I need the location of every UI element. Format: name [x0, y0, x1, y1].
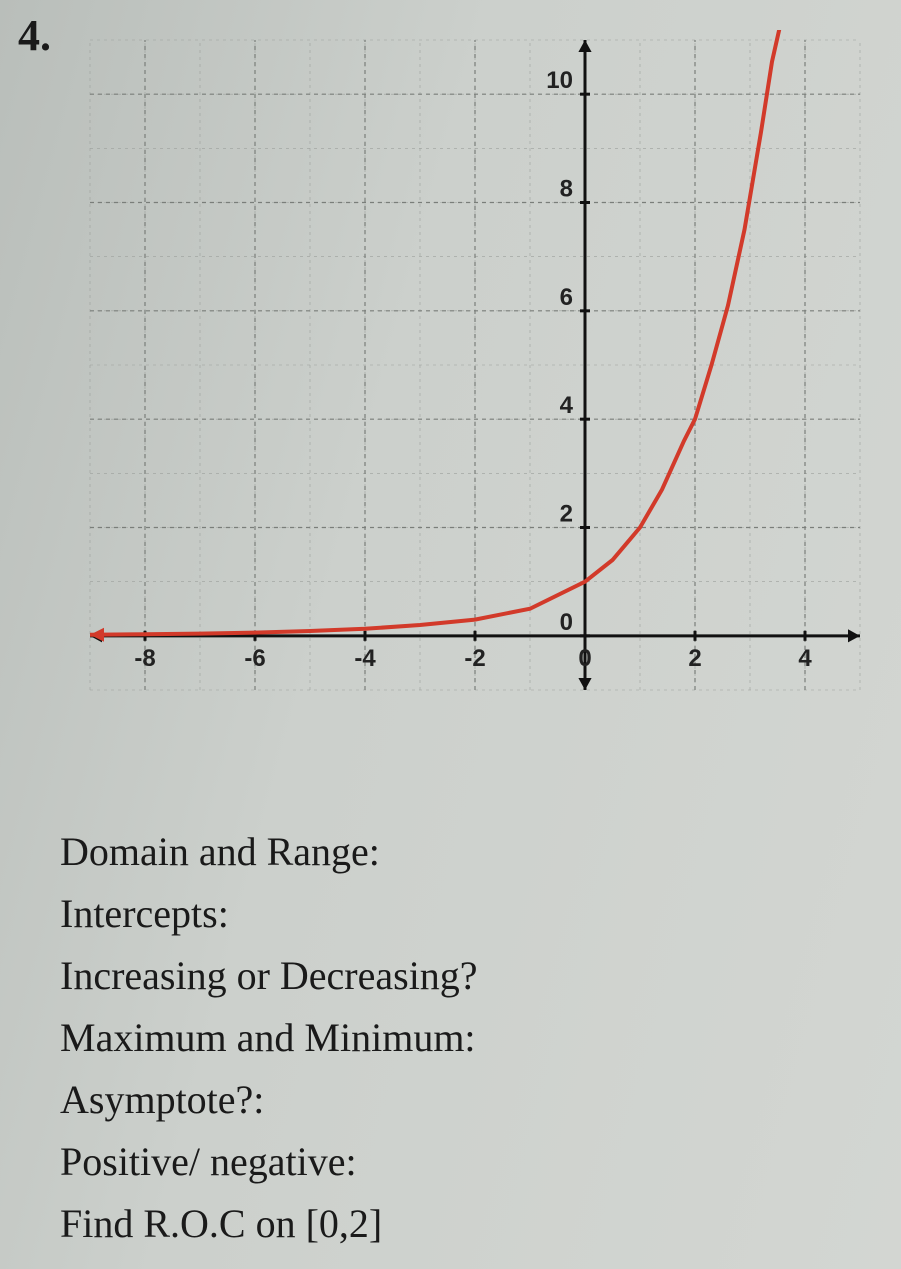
svg-text:10: 10 [546, 67, 573, 94]
svg-text:-2: -2 [464, 645, 485, 672]
svg-text:0: 0 [578, 645, 591, 672]
q-domain-range: Domain and Range: [60, 822, 478, 882]
q-asymptote: Asymptote?: [60, 1070, 478, 1130]
svg-text:-4: -4 [354, 645, 376, 672]
svg-text:2: 2 [560, 501, 573, 528]
svg-text:0: 0 [560, 609, 573, 636]
svg-text:8: 8 [560, 176, 573, 203]
worksheet-page: 4. -8 -6 -4 -2 0 2 4 0 2 4 6 8 10 Domain and Range: … [0, 0, 901, 1269]
q-increasing-decreasing: Increasing or Decreasing? [60, 946, 478, 1006]
question-list: Domain and Range: Intercepts: Increasing… [60, 820, 478, 1256]
exponential-chart: -8 -6 -4 -2 0 2 4 0 2 4 6 8 10 [80, 30, 880, 750]
q-max-min: Maximum and Minimum: [60, 1008, 478, 1068]
svg-text:4: 4 [798, 645, 812, 672]
svg-text:-8: -8 [134, 645, 155, 672]
svg-text:-6: -6 [244, 645, 265, 672]
q-positive-negative: Positive/ negative: [60, 1132, 478, 1192]
svg-text:6: 6 [560, 284, 573, 311]
q-roc: Find R.O.C on [0,2] [60, 1194, 478, 1254]
chart-svg: -8 -6 -4 -2 0 2 4 0 2 4 6 8 10 [80, 30, 880, 750]
svg-text:2: 2 [688, 645, 701, 672]
svg-text:4: 4 [560, 392, 574, 419]
problem-number: 4. [18, 10, 51, 61]
q-intercepts: Intercepts: [60, 884, 478, 944]
